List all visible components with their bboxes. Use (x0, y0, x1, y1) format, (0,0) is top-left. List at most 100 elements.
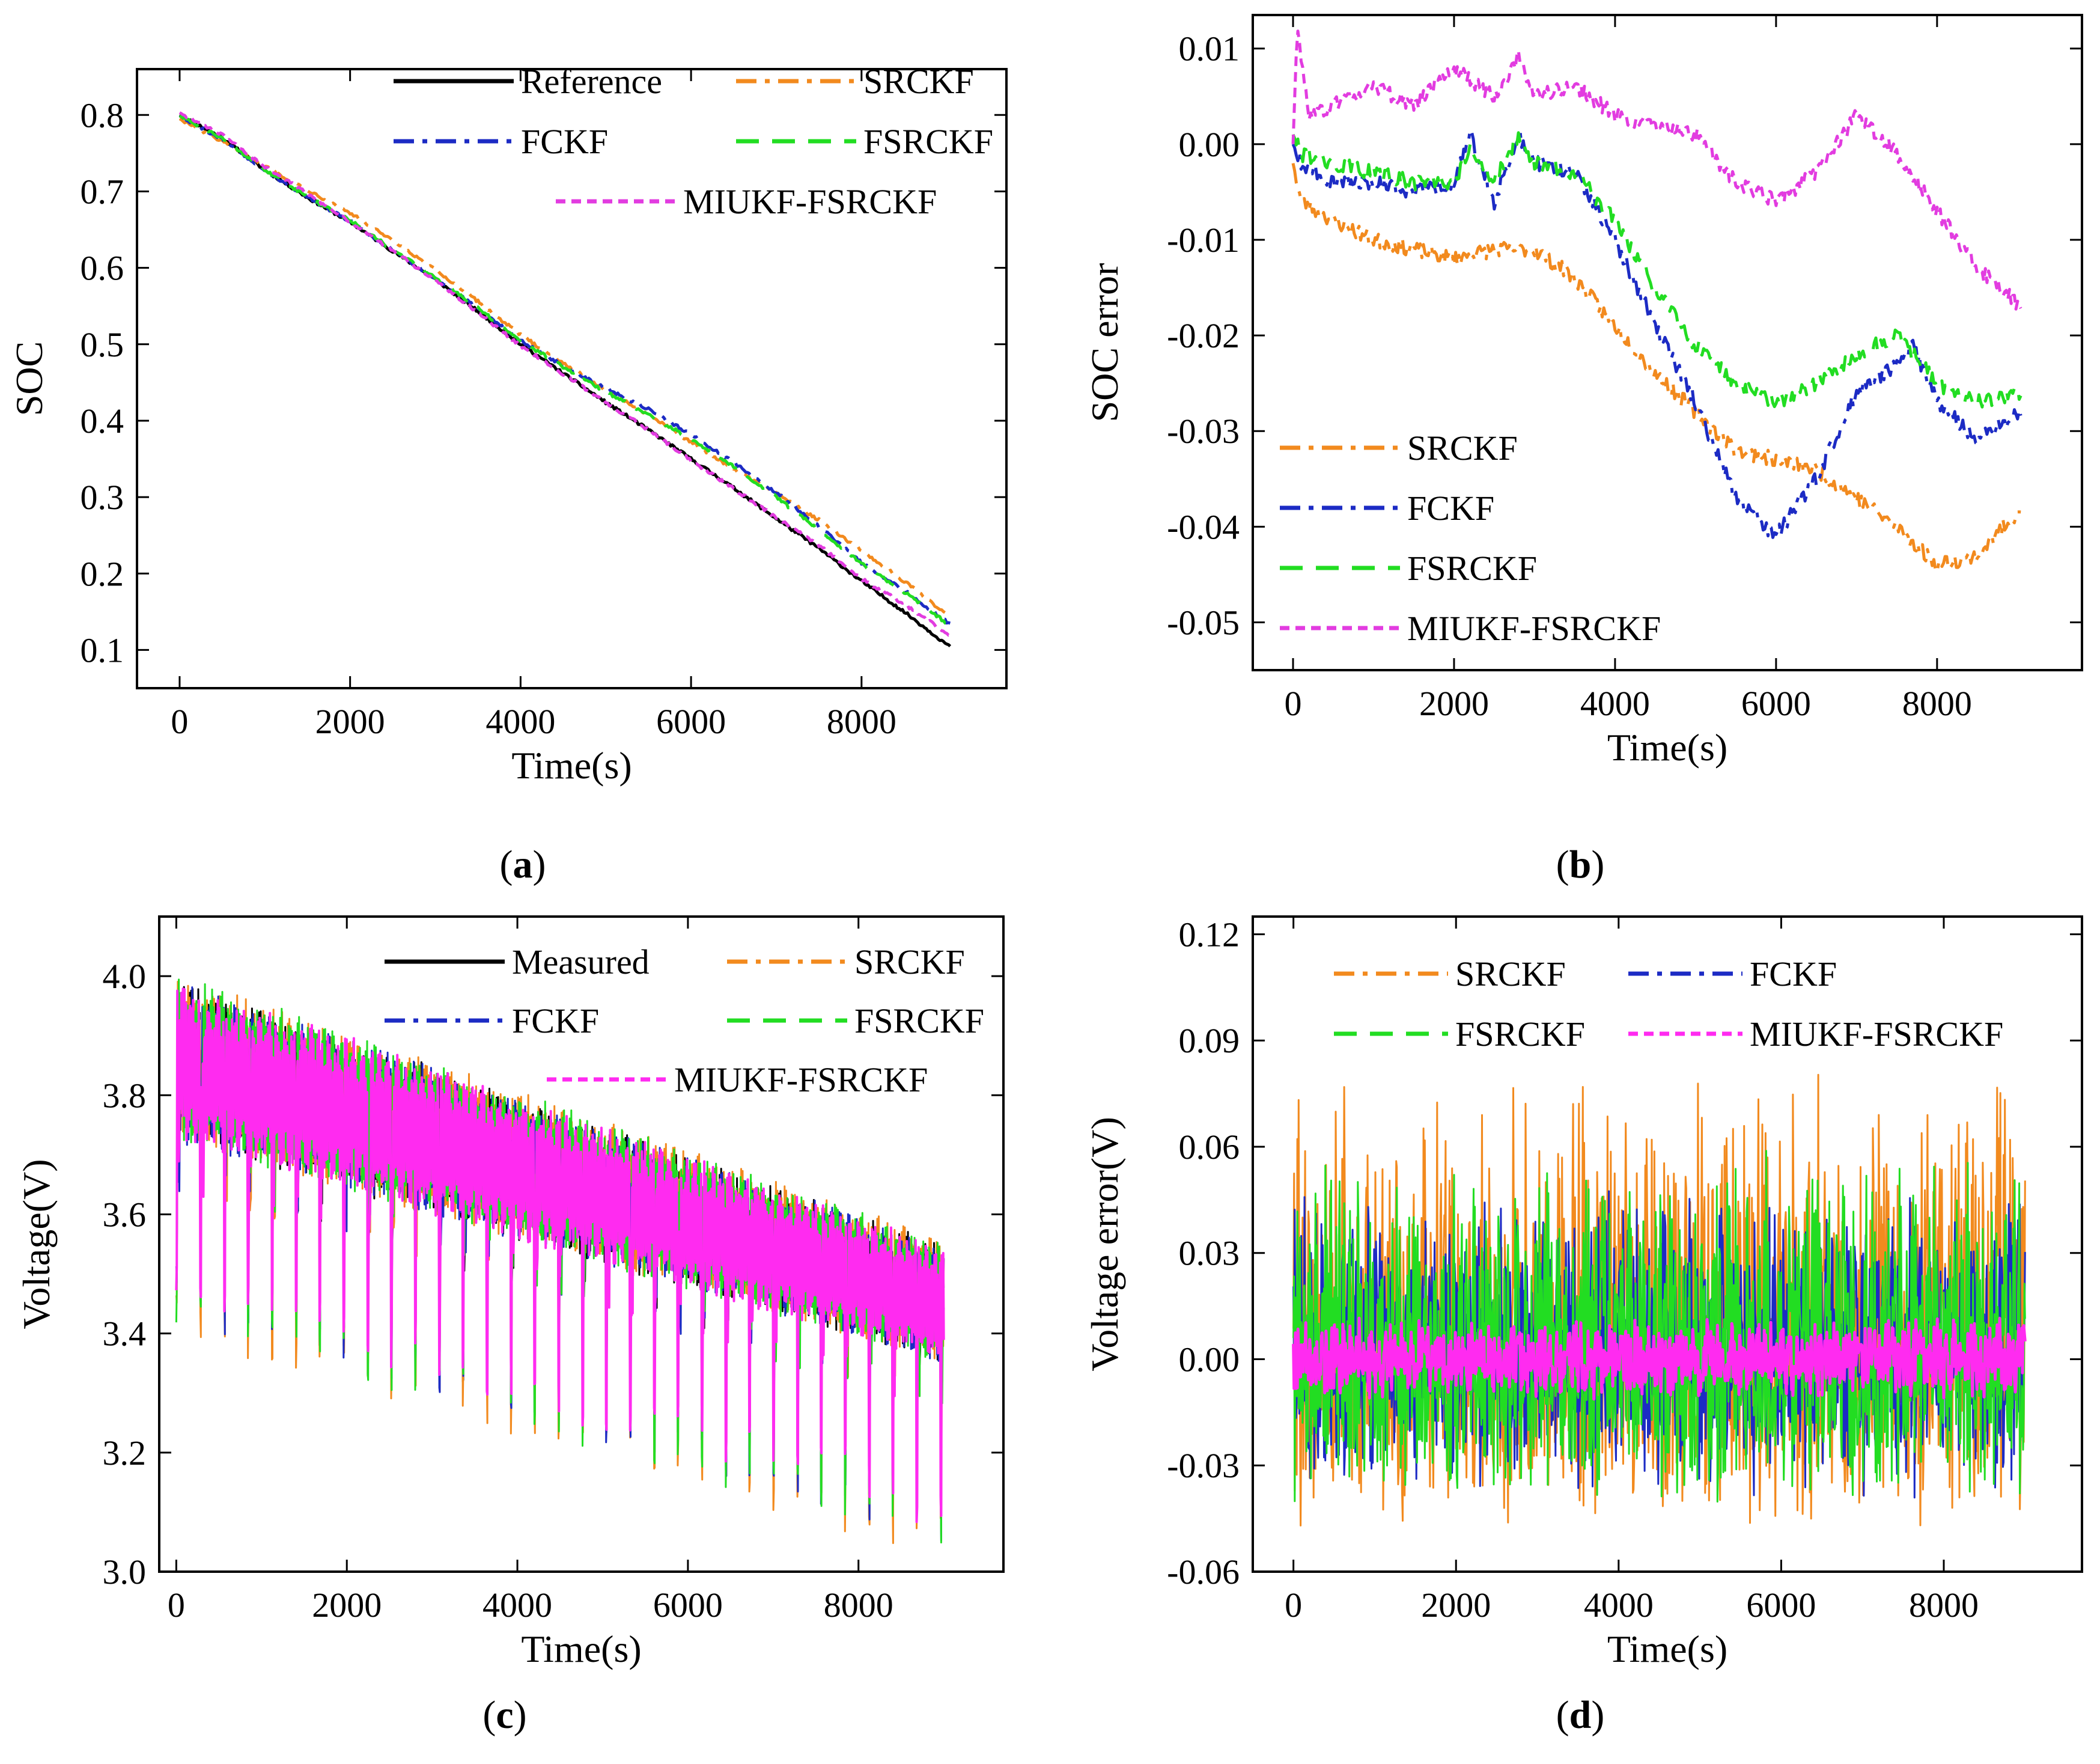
caption-open-paren: ( (482, 1693, 496, 1737)
series-line-fsrckf (178, 114, 952, 626)
caption-open-paren: ( (1556, 1693, 1569, 1737)
series-group (1292, 1073, 2027, 1527)
x-tick-label: 2000 (312, 1585, 382, 1625)
y-tick-label: 0.8 (81, 96, 124, 135)
y-tick-label: 3.4 (103, 1314, 147, 1354)
y-axis-label: Voltage(V) (15, 1159, 58, 1329)
x-tick-label: 4000 (1584, 1585, 1654, 1625)
legend-label: MIUKF-FSRCKF (1407, 609, 1661, 648)
x-tick-label: 6000 (653, 1585, 723, 1625)
y-tick-label: -0.02 (1167, 316, 1240, 355)
legend-item-fsrckf: FSRCKF (1334, 1015, 1585, 1054)
legend-item-fsrckf: FSRCKF (736, 122, 993, 161)
y-tick-label: 3.2 (103, 1433, 147, 1473)
x-tick-label: 0 (168, 1585, 185, 1625)
series-line-srckf (178, 117, 951, 618)
legend-label: Reference (521, 62, 662, 101)
y-tick-label: 0.09 (1179, 1021, 1240, 1060)
x-axis-label: Time(s) (511, 744, 632, 787)
legend-label: MIUKF-FSRCKF (674, 1060, 928, 1099)
panel-a-soc-chart: 0 2000 4000 6000 8000 0.1 0.2 0.3 0.4 0.5 0.6 0.7 0.… (8, 62, 1008, 887)
y-tick-label: 0.00 (1179, 1340, 1240, 1379)
y-tick-label: 0.5 (81, 325, 124, 364)
legend-item-fckf: FCKF (385, 1001, 599, 1040)
y-axis-label: SOC error (1083, 263, 1126, 423)
caption-open-paren: ( (500, 843, 513, 887)
legend-label: SRCKF (1455, 954, 1566, 993)
y-tick-label: -0.01 (1167, 221, 1240, 260)
y-tick-label: 0.06 (1179, 1128, 1240, 1167)
legend-label: FCKF (1407, 489, 1494, 528)
series-group (178, 111, 952, 648)
panel-caption: (b) (1556, 843, 1605, 887)
y-tick-label: 3.6 (103, 1195, 147, 1234)
x-tick-label: 4000 (485, 702, 555, 741)
x-tick-label: 0 (171, 702, 188, 741)
legend-label: FCKF (1750, 954, 1837, 993)
panel-b-soc-error-chart: 0 2000 4000 6000 8000 -0.05 -0.04 -0.03 -0.02 -0.… (1083, 14, 2083, 887)
x-tick-label: 0 (1284, 684, 1301, 723)
legend-label: FSRCKF (1455, 1015, 1585, 1054)
y-tick-label: -0.03 (1167, 1446, 1240, 1485)
legend-label: MIUKF-FSRCKF (1750, 1015, 2003, 1054)
legend-item-fckf: FCKF (394, 122, 608, 161)
x-tick-label: 8000 (1902, 684, 1972, 723)
panel-d-voltage-error-chart: 0 2000 4000 6000 8000 -0.06 -0.03 0.00 0.03 0.06 0… (1083, 915, 2083, 1737)
panel-caption: (c) (482, 1693, 526, 1737)
caption-letter: d (1569, 1693, 1592, 1737)
series-group (175, 978, 945, 1544)
series-line-fckf (178, 114, 951, 625)
legend-item-srckf: SRCKF (727, 942, 965, 981)
x-tick-label: 6000 (656, 702, 726, 741)
legend-item-srckf: SRCKF (1334, 954, 1566, 993)
caption-letter: a (513, 843, 533, 887)
legend-label: FCKF (512, 1001, 599, 1040)
y-tick-label: 0.1 (81, 630, 124, 670)
series-line-srckf (1291, 163, 2021, 574)
series-line-fckf (1291, 128, 2022, 539)
legend-label: MIUKF-FSRCKF (683, 182, 937, 221)
y-tick-label: 3.0 (103, 1552, 147, 1592)
x-tick-label: 2000 (1421, 1585, 1491, 1625)
y-tick-label: 3.8 (103, 1076, 147, 1115)
legend-item-reference: Reference (394, 62, 662, 101)
series-group (1291, 29, 2022, 574)
y-tick-label: 0.3 (81, 478, 124, 517)
y-tick-label: 0.6 (81, 249, 124, 288)
plot-frame (1252, 14, 2083, 671)
legend-label: FCKF (521, 122, 608, 161)
x-axis-label: Time(s) (521, 1628, 641, 1670)
legend-item-miukf-fsrckf: MIUKF-FSRCKF (547, 1060, 928, 1099)
caption-letter: b (1569, 843, 1592, 887)
legend-label: SRCKF (863, 62, 974, 101)
x-tick-label: 8000 (824, 1585, 893, 1625)
legend-item-miukf-fsrckf: MIUKF-FSRCKF (1280, 609, 1661, 648)
legend-item-fckf: FCKF (1280, 489, 1494, 528)
legend-item-miukf-fsrckf: MIUKF-FSRCKF (1628, 1015, 2003, 1054)
panel-caption: (d) (1556, 1693, 1605, 1737)
y-tick-label: -0.05 (1167, 603, 1240, 642)
series-line-miukf-fsrckf (178, 111, 951, 637)
plot-frame (158, 915, 1005, 1573)
legend-item-measured: Measured (385, 942, 650, 981)
y-tick-label: 0.7 (81, 172, 124, 211)
caption-close-paren: ) (1591, 1693, 1604, 1737)
x-tick-label: 8000 (1909, 1585, 1979, 1625)
x-tick-label: 2000 (315, 702, 385, 741)
y-tick-label: 0.12 (1179, 915, 1240, 954)
caption-open-paren: ( (1556, 843, 1569, 887)
legend-label: FSRCKF (1407, 549, 1537, 588)
legend-label: SRCKF (854, 942, 965, 981)
y-tick-label: 0.00 (1179, 125, 1240, 164)
plot-frame (1252, 915, 2083, 1573)
caption-close-paren: ) (1591, 843, 1604, 887)
legend-item-fsrckf: FSRCKF (1280, 549, 1537, 588)
caption-close-paren: ) (533, 843, 546, 887)
caption-close-paren: ) (514, 1693, 527, 1737)
x-tick-label: 2000 (1419, 684, 1489, 723)
y-tick-label: 0.4 (81, 401, 124, 441)
series-line-fsrckf (1292, 1150, 2026, 1503)
x-tick-label: 4000 (1580, 684, 1650, 723)
y-tick-label: 0.2 (81, 554, 124, 593)
